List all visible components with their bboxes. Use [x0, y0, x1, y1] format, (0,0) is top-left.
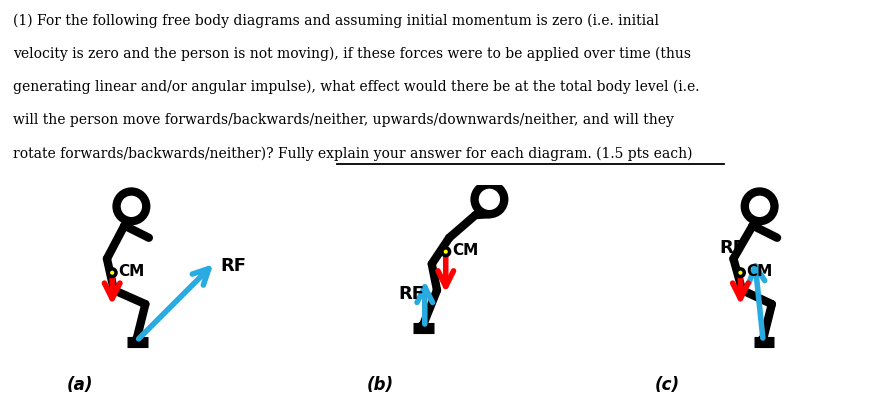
- Text: (1) For the following free body diagrams and assuming initial momentum is zero (: (1) For the following free body diagrams…: [13, 13, 659, 28]
- Text: RF: RF: [220, 257, 247, 275]
- Text: CM: CM: [746, 264, 773, 279]
- Text: (c): (c): [655, 376, 680, 394]
- Circle shape: [108, 269, 116, 276]
- Text: (a): (a): [67, 376, 93, 394]
- Text: RF: RF: [720, 239, 745, 257]
- Text: rotate forwards/backwards/neither)? Fully explain your answer for each diagram. : rotate forwards/backwards/neither)? Full…: [13, 147, 692, 161]
- Text: CM: CM: [452, 243, 478, 258]
- Text: generating linear and/or angular impulse), what effect would there be at the tot: generating linear and/or angular impulse…: [13, 80, 700, 94]
- Text: RF: RF: [398, 285, 425, 303]
- Text: CM: CM: [118, 264, 144, 279]
- Text: will the person move forwards/backwards/neither, upwards/downwards/neither, and : will the person move forwards/backwards/…: [13, 113, 674, 127]
- Circle shape: [737, 269, 744, 276]
- Text: velocity is zero and the person is not moving), if these forces were to be appli: velocity is zero and the person is not m…: [13, 47, 692, 61]
- Text: (b): (b): [367, 376, 395, 394]
- Circle shape: [442, 248, 449, 256]
